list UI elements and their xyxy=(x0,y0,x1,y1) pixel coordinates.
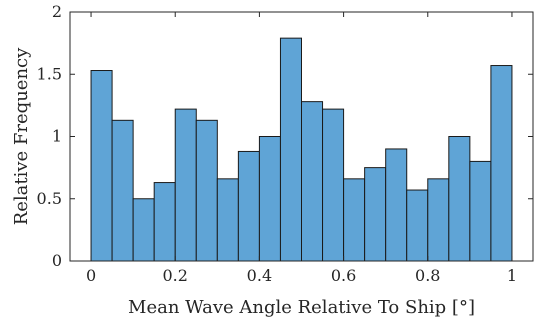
x-tick-label: 0.2 xyxy=(163,266,188,285)
histogram-bar xyxy=(490,65,513,262)
bars-group xyxy=(90,37,513,262)
x-tick-label: 0.8 xyxy=(415,266,440,285)
y-tick-label: 2 xyxy=(52,2,62,21)
x-tick-label: 0 xyxy=(86,266,96,285)
histogram-bar xyxy=(364,167,387,262)
y-ticks-group: 0 0.5 1 1.5 2 xyxy=(37,2,533,270)
histogram-bar xyxy=(343,178,366,262)
histogram-bar xyxy=(448,136,471,262)
x-ticks-group: 0 0.2 0.4 0.6 0.8 1 xyxy=(86,12,517,285)
histogram-bar xyxy=(153,182,176,262)
x-tick-label: 1 xyxy=(507,266,517,285)
histogram-bar xyxy=(216,178,239,262)
histogram-bar xyxy=(301,101,324,262)
y-tick-label: 0.5 xyxy=(37,189,62,208)
histogram-bar xyxy=(469,160,492,262)
x-tick-label: 0.4 xyxy=(247,266,272,285)
histogram-bar xyxy=(111,119,134,262)
y-tick-label: 1.5 xyxy=(37,64,62,83)
histogram-bar xyxy=(427,178,450,262)
histogram-bar xyxy=(406,189,429,262)
histogram-bar xyxy=(174,108,197,262)
x-axis-label: Mean Wave Angle Relative To Ship [°] xyxy=(128,297,475,318)
histogram-bar xyxy=(237,150,260,262)
y-tick-label: 0 xyxy=(52,251,62,270)
histogram-bar xyxy=(385,148,408,262)
histogram-bar xyxy=(279,37,303,262)
histogram-bar xyxy=(322,108,345,262)
histogram-bar xyxy=(195,119,218,262)
y-axis-label: Relative Frequency xyxy=(11,47,32,225)
histogram-bar xyxy=(132,198,155,262)
x-tick-label: 0.6 xyxy=(331,266,356,285)
histogram-bar xyxy=(90,70,113,262)
y-tick-label: 1 xyxy=(52,127,62,146)
histogram-bar xyxy=(258,136,281,262)
